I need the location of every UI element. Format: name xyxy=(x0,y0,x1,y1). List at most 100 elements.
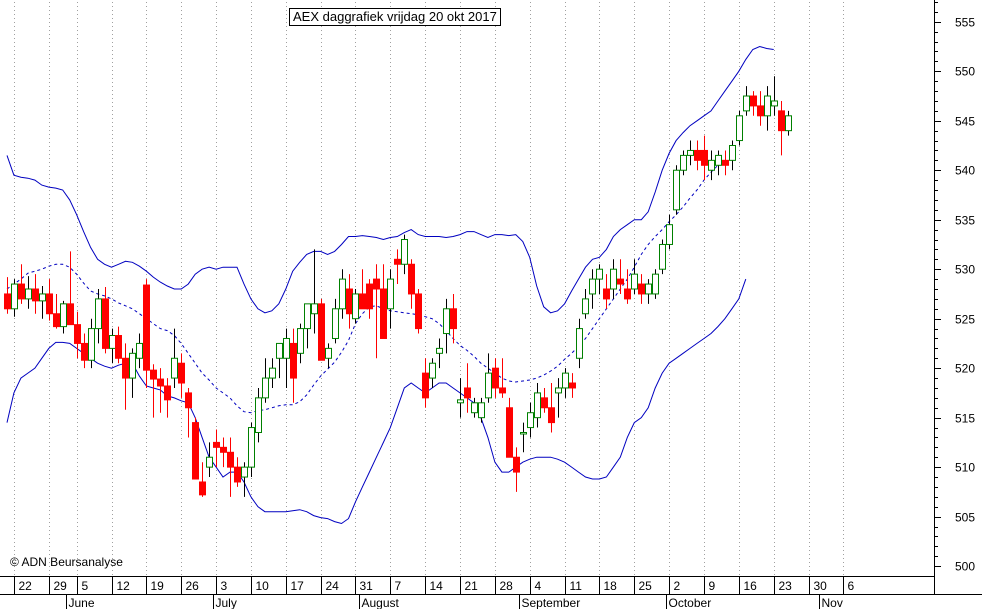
candle-up xyxy=(248,427,255,468)
candle-up xyxy=(485,372,492,399)
candle-down xyxy=(102,298,109,349)
candle-down xyxy=(415,293,422,330)
candle-up xyxy=(610,268,617,290)
x-month-label: Nov xyxy=(822,596,843,609)
candle-down xyxy=(778,110,785,132)
candle-up xyxy=(255,397,262,433)
candle-up xyxy=(715,154,722,166)
candle-down xyxy=(366,283,373,310)
candle-down xyxy=(18,283,25,300)
candle-up xyxy=(471,402,478,414)
candle-up xyxy=(429,362,436,379)
x-day-label: 25 xyxy=(639,579,653,593)
candle-up xyxy=(443,308,450,335)
candle-down xyxy=(178,362,185,384)
x-day-label: 17 xyxy=(291,579,305,593)
candle-down xyxy=(499,387,506,394)
candle-up xyxy=(785,115,792,132)
x-month-label: August xyxy=(362,596,400,609)
x-day-label: 30 xyxy=(814,579,828,593)
candle-down xyxy=(722,159,729,166)
candle-down xyxy=(464,387,471,399)
candle-down xyxy=(81,342,88,361)
candle-up xyxy=(743,95,750,112)
candle-up xyxy=(304,303,311,330)
x-day-label: 3 xyxy=(221,579,228,593)
y-tick-label: 525 xyxy=(955,313,975,327)
copyright-text: © ADN Beursanalyse xyxy=(10,555,123,569)
candle-up xyxy=(534,392,541,419)
x-day-label: 18 xyxy=(604,579,618,593)
candle-down xyxy=(513,456,520,473)
candle-up xyxy=(687,149,694,156)
candle-down xyxy=(346,288,353,315)
x-day-label: 29 xyxy=(54,579,68,593)
candle-up xyxy=(736,115,743,142)
candle-up xyxy=(652,273,659,295)
candle-up xyxy=(708,159,715,171)
candle-down xyxy=(220,446,227,453)
candle-up xyxy=(645,283,652,295)
y-tick-label: 510 xyxy=(955,461,975,475)
candle-up xyxy=(171,357,178,379)
candle-up xyxy=(25,288,32,300)
candle-up xyxy=(88,328,95,361)
candle-down xyxy=(359,293,366,310)
candle-down xyxy=(701,149,708,166)
candle-up xyxy=(339,278,346,310)
candle-down xyxy=(32,288,39,302)
candle-up xyxy=(262,377,269,399)
candle-up xyxy=(680,154,687,171)
candle-down xyxy=(46,293,53,315)
candle-down xyxy=(290,342,297,379)
y-tick-label: 535 xyxy=(955,214,975,228)
candle-down xyxy=(143,284,150,371)
candle-down xyxy=(450,308,457,330)
candle-down xyxy=(185,392,192,409)
x-month-label: September xyxy=(522,596,581,609)
candle-up xyxy=(387,278,394,310)
candle-down xyxy=(115,335,122,359)
y-tick-label: 515 xyxy=(955,412,975,426)
candle-down xyxy=(157,378,164,387)
x-day-label: 22 xyxy=(19,579,33,593)
candle-up xyxy=(332,308,339,339)
candle-down xyxy=(213,441,220,448)
candle-up xyxy=(297,328,304,354)
x-day-label: 19 xyxy=(151,579,165,593)
gridlines xyxy=(14,2,844,576)
candle-down xyxy=(164,385,171,401)
x-day-label: 26 xyxy=(186,579,200,593)
candle-down xyxy=(122,357,129,379)
candle-up xyxy=(436,347,443,354)
candle-down xyxy=(408,263,415,295)
x-day-label: 10 xyxy=(256,579,270,593)
x-month-label: July xyxy=(216,596,237,609)
x-day-label: 16 xyxy=(744,579,758,593)
candle-up xyxy=(659,243,666,270)
candle-down xyxy=(422,372,429,399)
candle-up xyxy=(136,342,143,359)
candle-up xyxy=(109,335,116,349)
y-tick-label: 500 xyxy=(955,560,975,574)
x-day-label: 7 xyxy=(395,579,402,593)
candle-up xyxy=(457,399,464,404)
y-tick-label: 540 xyxy=(955,164,975,178)
candle-down xyxy=(603,288,610,300)
x-day-label: 6 xyxy=(848,579,855,593)
y-tick-label: 530 xyxy=(955,263,975,277)
candle-down xyxy=(192,422,199,480)
candle-up xyxy=(527,412,534,429)
candle-down xyxy=(227,451,234,468)
x-day-label: 23 xyxy=(779,579,793,593)
x-day-label: 24 xyxy=(326,579,340,593)
candle-down xyxy=(373,278,380,290)
candle-up xyxy=(478,402,485,419)
candle-down xyxy=(4,293,11,310)
x-month-label: June xyxy=(69,596,95,609)
candle-up xyxy=(666,224,673,245)
candle-up xyxy=(764,95,771,117)
x-day-label: 31 xyxy=(360,579,374,593)
